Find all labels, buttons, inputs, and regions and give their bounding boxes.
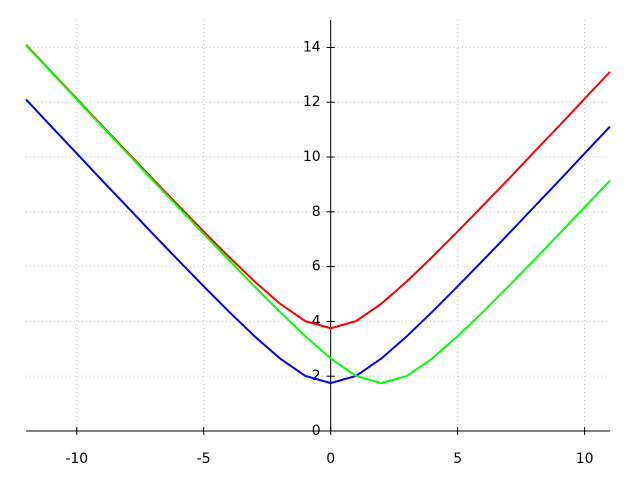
x-tick-label: -5 — [197, 451, 211, 467]
y-tick-label: 12 — [303, 94, 321, 110]
x-tick-label: 5 — [453, 451, 462, 467]
line-series — [25, 44, 611, 385]
y-tick-label: 2 — [312, 368, 321, 384]
y-tick-label: 14 — [303, 39, 321, 55]
y-tick-label: 6 — [312, 259, 321, 275]
x-tick-label: -10 — [65, 451, 88, 467]
y-tick-label: 4 — [312, 313, 321, 329]
line-series — [25, 43, 611, 330]
y-tick-label: 10 — [303, 149, 321, 165]
y-tick-label: 8 — [312, 204, 321, 220]
x-tick-label: 0 — [326, 451, 335, 467]
x-tick-label: 10 — [576, 451, 594, 467]
line-series — [25, 98, 611, 385]
